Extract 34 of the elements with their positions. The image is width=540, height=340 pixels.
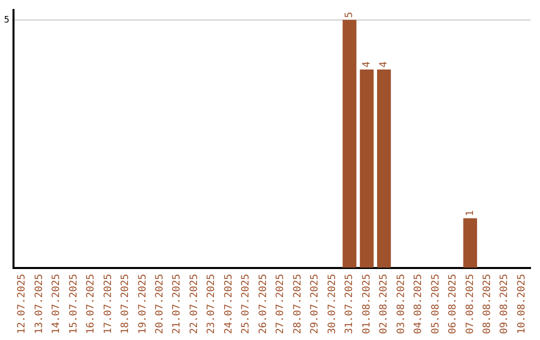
x-tick-label: 30.07.2025 (326, 274, 338, 334)
x-tick-label: 03.08.2025 (396, 274, 407, 334)
x-tick-label: 24.07.2025 (223, 274, 234, 334)
x-tick-label: 15.07.2025 (68, 274, 80, 334)
x-tick-label: 27.07.2025 (275, 274, 286, 334)
x-tick-label: 09.08.2025 (499, 274, 510, 334)
x-tick-label: 17.07.2025 (102, 274, 114, 334)
x-tick-label: 31.07.2025 (344, 274, 356, 334)
x-tick-label: 18.07.2025 (120, 274, 132, 334)
x-tick-label: 06.08.2025 (448, 274, 459, 334)
x-tick-label: 22.07.2025 (188, 274, 200, 334)
x-tick-label: 16.07.2025 (86, 274, 97, 334)
x-tick-label: 29.07.2025 (310, 274, 321, 334)
x-tick-label: 05.08.2025 (430, 274, 442, 334)
data-label: 4 (378, 61, 390, 68)
x-tick-label: 19.07.2025 (137, 274, 148, 334)
x-tick-label: 02.08.2025 (378, 274, 390, 334)
x-tick-label: 07.08.2025 (464, 274, 476, 334)
x-tick-label: 10.08.2025 (516, 274, 528, 334)
x-tick-label: 21.07.2025 (172, 274, 183, 334)
x-tick-label: 25.07.2025 (240, 274, 252, 334)
x-tick-label: 23.07.2025 (206, 274, 218, 334)
data-label: 5 (344, 12, 356, 18)
x-tick-label: 08.08.2025 (482, 274, 493, 334)
x-tick-label: 28.07.2025 (292, 274, 304, 334)
x-tick-label: 13.07.2025 (34, 274, 45, 334)
data-label: 4 (361, 61, 372, 68)
x-tick-label: 20.07.2025 (154, 274, 166, 334)
x-tick-label: 04.08.2025 (413, 274, 424, 334)
x-tick-label: 14.07.2025 (51, 274, 62, 334)
x-tick-label: 01.08.2025 (361, 274, 372, 334)
data-label: 1 (464, 210, 476, 216)
x-tick-label: 26.07.2025 (258, 274, 269, 334)
x-tick-label: 12.07.2025 (16, 274, 28, 334)
